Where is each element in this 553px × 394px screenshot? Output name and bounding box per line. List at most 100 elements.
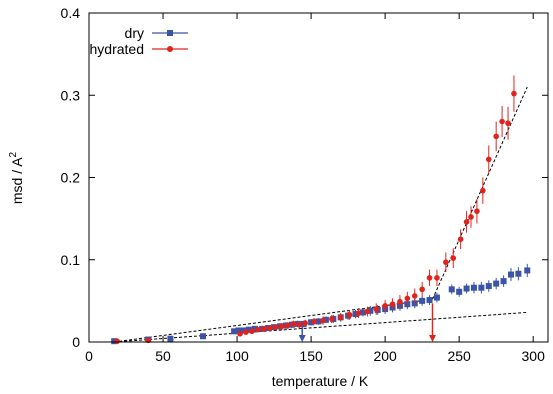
data-point	[359, 309, 366, 316]
legend-label-dry: dry	[125, 25, 144, 41]
data-point	[434, 275, 440, 281]
x-tick-label: 0	[85, 348, 93, 364]
data-point	[426, 275, 433, 281]
data-point	[114, 338, 120, 344]
data-point	[505, 120, 511, 127]
data-point	[515, 270, 522, 277]
data-point	[315, 318, 322, 325]
data-point	[382, 303, 388, 309]
data-point	[511, 90, 517, 97]
data-point	[251, 325, 258, 332]
data-point	[237, 330, 243, 337]
plot-frame	[88, 12, 549, 343]
x-tick-label: 50	[155, 348, 171, 364]
data-point	[243, 329, 249, 335]
y-tick-label: 0.3	[61, 87, 81, 103]
data-point	[367, 307, 374, 314]
data-point	[245, 326, 252, 333]
transition-arrow-head	[429, 335, 437, 342]
data-point	[463, 219, 470, 225]
data-point	[411, 293, 418, 299]
data-point	[397, 298, 403, 305]
fit-line	[114, 311, 528, 343]
data-point	[111, 338, 118, 345]
data-series	[111, 75, 531, 345]
series-hydrated	[114, 75, 517, 344]
data-point	[290, 321, 297, 327]
x-tick-label: 300	[522, 348, 546, 364]
data-point	[272, 324, 279, 330]
data-point	[322, 316, 329, 323]
data-point	[284, 322, 291, 329]
data-point	[355, 310, 362, 317]
y-axis-label-main: msd / A	[9, 157, 25, 204]
data-point	[389, 301, 396, 307]
data-point	[485, 156, 492, 163]
data-point	[450, 255, 457, 261]
data-point	[337, 314, 344, 321]
legend-label-hydrated: hydrated	[90, 41, 144, 57]
data-point	[499, 118, 505, 125]
y-tick-label: 0.2	[61, 170, 81, 186]
data-point	[480, 187, 486, 194]
data-point	[457, 236, 464, 242]
data-point	[296, 321, 303, 328]
x-tick-label: 250	[447, 348, 471, 364]
data-point	[302, 320, 308, 326]
data-point	[470, 284, 477, 291]
fit-lines	[114, 86, 528, 343]
data-point	[456, 288, 463, 295]
data-point	[320, 317, 326, 324]
legend: dry hydrated	[90, 25, 188, 57]
data-point	[249, 328, 255, 335]
legend-marker-hydrated	[167, 46, 173, 52]
data-point	[493, 133, 499, 140]
tick-layer: 0 50 100 150 200 250 300 0 0.1 0.2 0.3 0.4	[61, 5, 548, 364]
data-point	[231, 328, 238, 335]
data-point	[235, 327, 242, 334]
data-point	[463, 285, 470, 292]
data-point	[433, 294, 440, 301]
data-point	[468, 214, 474, 220]
data-point	[485, 283, 492, 290]
data-point	[329, 316, 335, 322]
data-point	[507, 271, 514, 278]
fit-line	[432, 86, 528, 300]
data-point	[524, 267, 531, 274]
data-point	[308, 319, 315, 326]
fit-line	[114, 298, 433, 343]
data-point	[364, 308, 371, 315]
y-axis-label: msd / A2	[8, 151, 25, 204]
data-point	[478, 284, 485, 291]
data-point	[352, 311, 359, 318]
data-point	[443, 259, 449, 266]
x-axis-label: temperature / K	[272, 373, 369, 389]
x-tick-label: 150	[299, 348, 323, 364]
data-point	[200, 333, 207, 340]
data-point	[311, 318, 317, 325]
data-point	[426, 297, 433, 304]
legend-marker-dry	[167, 30, 173, 36]
data-point	[167, 335, 174, 342]
transition-arrow-head	[298, 335, 306, 342]
x-tick-label: 100	[225, 348, 249, 364]
y-tick-label: 0.1	[61, 252, 81, 268]
data-point	[278, 323, 285, 330]
data-point	[500, 278, 507, 285]
y-tick-label: 0	[72, 334, 80, 350]
y-axis-label-text: msd / A2	[8, 151, 25, 204]
data-point	[346, 312, 353, 318]
data-point	[474, 208, 480, 215]
data-point	[404, 295, 411, 302]
data-point	[254, 326, 261, 333]
data-point	[266, 325, 273, 331]
data-point	[239, 327, 246, 334]
data-point	[419, 297, 426, 304]
data-point	[260, 326, 267, 332]
y-tick-label: 0.4	[61, 5, 81, 21]
x-tick-label: 200	[373, 348, 397, 364]
data-point	[493, 280, 500, 287]
y-axis-label-superscript: 2	[8, 151, 19, 157]
data-point	[419, 286, 425, 293]
data-point	[448, 286, 455, 293]
